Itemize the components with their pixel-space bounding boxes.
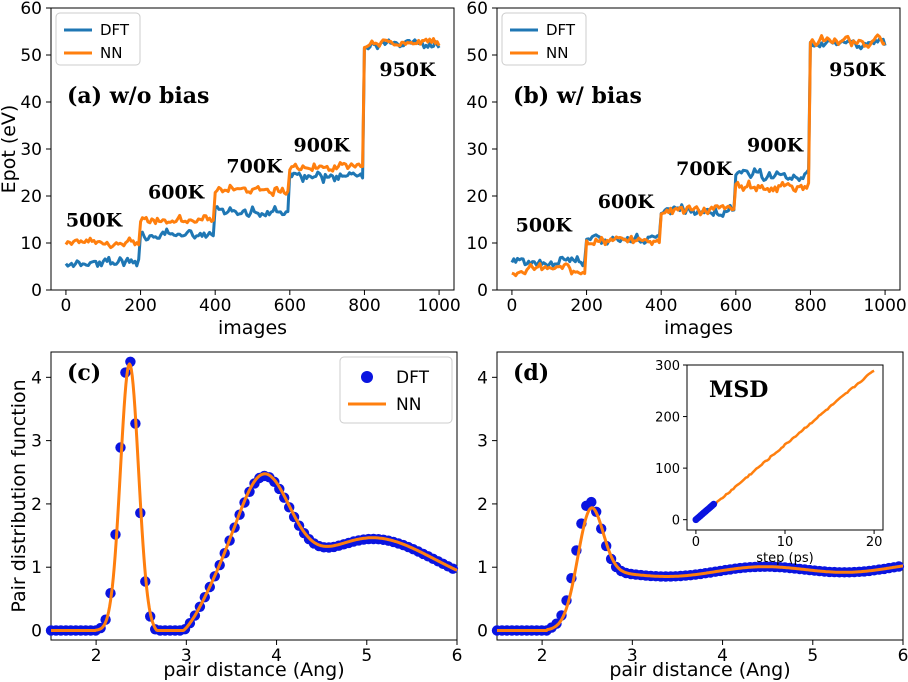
panel-a-xtick-label: 800 (348, 296, 380, 316)
panel-d-ytick-label: 4 (477, 368, 488, 388)
panel-a-annotation-700k: 700K (226, 156, 284, 178)
panel-a-xlabel: images (218, 317, 287, 339)
panel-d-dft-point (586, 496, 597, 508)
panel-b-legend-label-dft: DFT (546, 21, 576, 39)
panel-a-ylabel: Epot (eV) (0, 105, 20, 194)
panel-c-ytick-label: 3 (31, 432, 42, 452)
panel-b-annotation-700k: 700K (676, 158, 734, 180)
panel-d-inset-title: MSD (709, 377, 768, 403)
panel-a-annotation-950k: 950K (379, 59, 437, 81)
panel-b-xtick-label: 1000 (863, 296, 906, 316)
panel-b-ytick-label: 30 (466, 140, 488, 160)
panel-d-series-nn-line (496, 506, 904, 632)
panel-d-inset-series-nn-line (694, 369, 875, 522)
panel-c-xtick-label: 5 (361, 646, 372, 666)
panel-d-inset-ytick-label: 100 (655, 462, 680, 477)
panel-d-inset-ytick-label: 300 (655, 359, 680, 374)
panel-d-xtick-label: 2 (537, 646, 548, 666)
panel-a-annotation-900k: 900K (294, 134, 352, 156)
panel-b-legend-label-nn: NN (546, 44, 568, 62)
panel-b-ytick-label: 10 (466, 234, 488, 254)
panel-d-inset-xlabel: step (ps) (756, 551, 813, 566)
panel-a-legend-label-nn: NN (100, 44, 122, 62)
panel-b-ytick-label: 50 (466, 46, 488, 66)
panel-c-xtick-label: 2 (91, 646, 102, 666)
panel-b-annotation-950k: 950K (829, 59, 887, 81)
panel-a-epot-without-bias: 0 200 400 600 800 1000 0 10 20 30 40 50 60 DFT NN (a) w… (0, 0, 461, 339)
panel-d-inset-frame (686, 364, 884, 531)
panel-c-xlabel: pair distance (Ang) (163, 659, 344, 681)
panel-d-xtick-label: 4 (717, 646, 728, 666)
panel-c-ytick-label: 0 (31, 622, 42, 642)
panel-a-annotation-600k: 600K (148, 181, 206, 203)
panel-b-xtick-label: 600 (720, 296, 752, 316)
panel-a-title: (a) w/o bias (67, 83, 209, 109)
panel-c-xtick-label: 4 (271, 646, 282, 666)
panel-b-xtick-label: 200 (570, 296, 602, 316)
panel-a-xtick-label: 600 (274, 296, 306, 316)
panel-c-ytick-label: 4 (31, 368, 42, 388)
panel-a-legend-label-dft: DFT (100, 21, 130, 39)
panel-d-inset-ytick-label: 0 (672, 514, 680, 529)
panel-d-xtick-label: 6 (898, 646, 908, 666)
panel-b-series-nn-line (511, 33, 886, 278)
panel-d-xtick-label: 3 (627, 646, 638, 666)
panel-a-xtick-label: 0 (61, 296, 72, 316)
panel-c-xtick-label: 6 (452, 646, 463, 666)
panel-b-xtick-label: 0 (507, 296, 518, 316)
panel-c-legend-label-nn: NN (396, 395, 421, 415)
panel-b-ytick-label: 0 (477, 281, 488, 301)
panel-a-ytick-label: 0 (31, 281, 42, 301)
panel-c-pair-distribution: 2 3 4 5 6 0 1 2 3 4 (c) pair distance (Ang) Pair dis… (8, 351, 463, 681)
panel-d-inset-ytick-label: 200 (655, 411, 680, 426)
panel-d-ytick-label: 0 (477, 622, 488, 642)
panel-c-plot-frame (50, 351, 458, 641)
panel-d-inset-xtick-label: 10 (777, 535, 794, 550)
panel-c-legend-swatch-dft (361, 371, 373, 383)
panel-d-inset-xtick-label: 0 (692, 535, 700, 550)
panel-b-title: (b) w/ bias (513, 83, 642, 109)
panel-d-inset-xtick-label: 20 (866, 535, 883, 550)
panel-a-ytick-label: 50 (20, 46, 42, 66)
panel-d-ytick-label: 1 (477, 558, 488, 578)
panel-b-ytick-label: 20 (466, 187, 488, 207)
panel-c-series-nn-line (50, 362, 458, 632)
panel-a-ytick-label: 40 (20, 93, 42, 113)
panel-a-ytick-label: 60 (20, 0, 42, 19)
panel-b-annotation-500k: 500K (516, 214, 574, 236)
panel-a-ytick-label: 10 (20, 234, 42, 254)
panel-c-title: (c) (67, 360, 101, 386)
panel-b-xtick-label: 800 (794, 296, 826, 316)
panel-c-legend-label-dft: DFT (396, 368, 430, 388)
panel-a-xtick-label: 200 (124, 296, 156, 316)
panel-d-xlabel: pair distance (Ang) (609, 659, 790, 681)
panel-c-ytick-label: 2 (31, 495, 42, 515)
panel-b-ytick-label: 40 (466, 93, 488, 113)
panel-b-annotation-600k: 600K (598, 191, 656, 213)
panel-b-xtick-label: 400 (645, 296, 677, 316)
panel-d-ytick-label: 2 (477, 495, 488, 515)
panel-d-inset-dft-point (710, 500, 718, 508)
panel-d-ytick-label: 3 (477, 432, 488, 452)
panel-d-xtick-label: 5 (807, 646, 818, 666)
panel-a-ytick-label: 20 (20, 187, 42, 207)
panel-a-series-nn-line (64, 37, 441, 250)
panel-b-annotation-900k: 900K (747, 134, 805, 156)
panel-d-plot-frame (496, 351, 904, 641)
panel-a-annotation-500k: 500K (66, 210, 124, 232)
panel-c-ylabel: Pair distribution function (8, 379, 30, 612)
panel-b-epot-with-bias: 0 200 400 600 800 1000 0 10 20 30 40 50 60 DFT NN (b) w… (466, 0, 906, 339)
panel-c-ytick-label: 1 (31, 558, 42, 578)
panel-b-ytick-label: 60 (466, 0, 488, 19)
panel-a-ytick-label: 30 (20, 140, 42, 160)
panel-c-xtick-label: 3 (181, 646, 192, 666)
panel-a-series-dft-line (64, 38, 441, 268)
panel-d-title: (d) (513, 360, 549, 386)
panel-a-xtick-label: 400 (199, 296, 231, 316)
panel-a-xtick-label: 1000 (417, 296, 460, 316)
panel-b-xlabel: images (664, 317, 733, 339)
